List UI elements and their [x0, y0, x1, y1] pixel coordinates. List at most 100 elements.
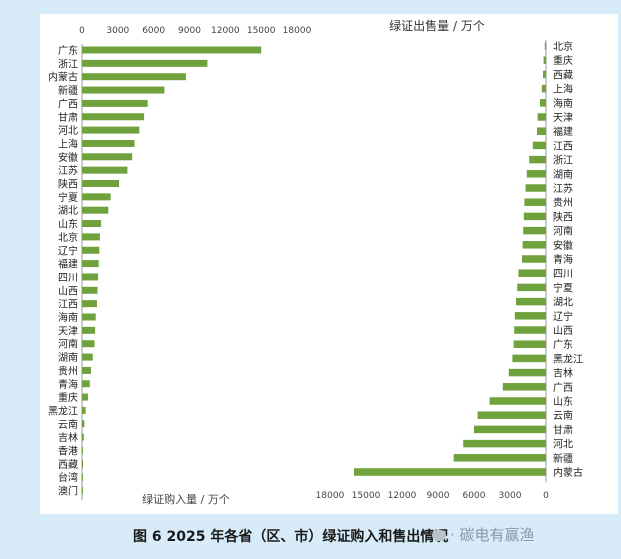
purchase-category-label: 黑龙江 — [48, 404, 78, 417]
sale-bar — [543, 70, 546, 79]
sale-category-label: 宁夏 — [553, 281, 573, 294]
purchase-category-label: 江西 — [58, 299, 78, 311]
purchase-bar — [82, 233, 100, 241]
sale-category-label: 黑龙江 — [553, 352, 583, 365]
sale-category-label: 吉林 — [553, 367, 573, 380]
sale-bar — [522, 255, 546, 263]
purchase-category-label: 香港 — [58, 446, 78, 458]
sale-bar — [477, 411, 546, 419]
sale-category-label: 湖南 — [553, 168, 573, 181]
sale-category-label: 贵州 — [553, 196, 573, 209]
purchase-bar — [82, 260, 99, 268]
sale-category-label: 浙江 — [553, 155, 573, 167]
purchase-tick-label: 18000 — [283, 26, 312, 36]
purchase-bar — [82, 406, 86, 414]
purchase-category-label: 上海 — [58, 137, 78, 150]
sale-bar — [513, 340, 546, 348]
purchase-bar — [82, 180, 120, 187]
sale-tick-label: 18000 — [316, 491, 345, 501]
sale-bar — [463, 439, 546, 448]
purchase-bar — [82, 300, 97, 308]
sale-category-label: 甘肃 — [553, 423, 573, 436]
sale-tick-label: 12000 — [388, 491, 417, 501]
purchase-bar — [82, 59, 208, 67]
sale-bar — [474, 425, 546, 434]
sale-bar — [502, 383, 546, 391]
purchase-category-label: 湖北 — [58, 205, 78, 217]
sale-category-label: 湖北 — [553, 297, 573, 309]
figure-caption-bar: 图 6 2025 年各省（区、市）绿证购入和售出情况 · 碳电有赢渔 — [0, 518, 621, 554]
sale-tick-label: 6000 — [463, 491, 486, 501]
sale-tick-label: 9000 — [427, 491, 450, 501]
sale-category-label: 河南 — [553, 225, 573, 238]
purchase-category-label: 广西 — [58, 98, 78, 110]
sale-category-label: 河北 — [553, 439, 573, 451]
brand-name: · 碳电有赢渔 — [450, 526, 535, 544]
sale-bar — [529, 155, 546, 164]
purchase-bar — [82, 206, 109, 214]
sale-category-label: 山西 — [553, 325, 573, 337]
purchase-bar — [82, 366, 91, 374]
purchase-bar — [82, 46, 262, 54]
purchase-axis-ticks: 0 3000 6000 9000 12000 15000 18000 — [79, 26, 311, 36]
purchase-category-label: 安徽 — [58, 151, 78, 164]
sale-category-label: 云南 — [553, 409, 573, 422]
purchase-bar — [82, 447, 83, 454]
purchase-category-label: 台湾 — [58, 471, 78, 484]
purchase-bar — [82, 86, 165, 94]
purchase-bar — [82, 326, 96, 334]
purchase-bar — [82, 393, 88, 401]
purchase-bar — [82, 193, 111, 201]
purchase-bars — [82, 46, 262, 495]
purchase-bar — [82, 273, 99, 281]
purchase-chart: 0 3000 6000 9000 12000 15000 18000 广东浙江内蒙古新疆广西… — [48, 26, 312, 506]
figure-caption: 图 6 2025 年各省（区、市）绿证购入和售出情况 — [133, 529, 449, 545]
sale-bar — [525, 184, 546, 192]
purchase-bar — [82, 487, 83, 495]
purchase-category-label: 内蒙古 — [48, 71, 78, 84]
sale-bar — [541, 84, 546, 93]
purchase-category-label: 重庆 — [58, 391, 78, 404]
sale-tick-label: 0 — [543, 491, 549, 501]
purchase-tick-label: 15000 — [247, 26, 276, 36]
sale-bar — [537, 113, 546, 121]
purchase-category-label: 辽宁 — [58, 244, 78, 257]
purchase-axis-title: 绿证购入量 / 万个 — [142, 492, 230, 506]
sale-bar — [537, 127, 546, 135]
purchase-category-label: 陕西 — [58, 178, 78, 191]
sale-bar — [540, 99, 546, 107]
purchase-bar — [82, 73, 186, 81]
purchase-bar — [82, 353, 93, 361]
sale-category-label: 上海 — [553, 83, 573, 96]
purchase-tick-label: 6000 — [142, 26, 165, 36]
brand-watermark: · 碳电有赢渔 — [432, 524, 535, 545]
sale-bar — [489, 397, 546, 405]
purchase-category-label: 吉林 — [58, 431, 78, 444]
sale-category-label: 青海 — [553, 253, 573, 266]
sale-bar — [517, 283, 546, 292]
purchase-category-label: 四川 — [58, 273, 78, 284]
purchase-category-label: 浙江 — [58, 58, 78, 70]
sale-bar — [508, 368, 546, 377]
sale-bar — [532, 141, 546, 150]
purchase-category-label: 山东 — [58, 218, 78, 231]
purchase-tick-label: 12000 — [211, 26, 240, 36]
purchase-category-label: 澳门 — [58, 485, 78, 498]
sale-category-label: 江苏 — [553, 182, 573, 195]
sale-category-label: 陕西 — [553, 210, 573, 223]
wechat-icon — [432, 530, 446, 541]
sale-bar — [544, 42, 546, 50]
sale-category-label: 广东 — [553, 338, 573, 351]
purchase-category-label: 江苏 — [58, 164, 78, 177]
purchase-category-label: 天津 — [58, 325, 78, 337]
purchase-category-label: 青海 — [58, 378, 78, 391]
sale-bar — [453, 454, 546, 462]
sale-bars — [354, 42, 546, 476]
purchase-tick-label: 0 — [79, 26, 85, 36]
sale-category-label: 内蒙古 — [553, 466, 583, 479]
sale-bar — [526, 170, 546, 178]
sale-category-label: 北京 — [553, 40, 573, 53]
purchase-bar — [82, 433, 84, 441]
purchase-bar — [82, 153, 133, 161]
